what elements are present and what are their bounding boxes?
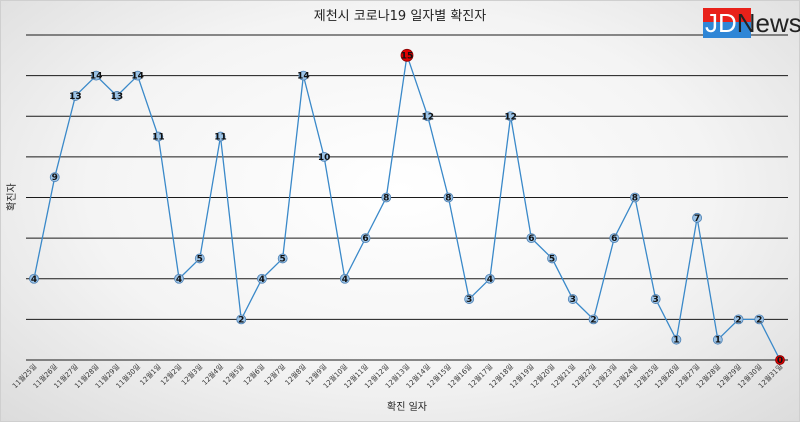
data-point: [319, 151, 330, 162]
data-point: [277, 253, 288, 264]
data-point: [671, 334, 682, 345]
data-label: 6: [528, 234, 534, 244]
data-label: 8: [445, 194, 451, 204]
data-label: 14: [90, 72, 103, 82]
data-label: 3: [653, 295, 659, 305]
data-point: [692, 212, 703, 223]
data-label: 3: [570, 295, 576, 305]
data-point: [754, 314, 765, 325]
data-point: [298, 70, 309, 81]
data-label: 14: [131, 72, 144, 82]
data-point: [111, 91, 122, 101]
data-label: 7: [694, 214, 700, 224]
data-point: [70, 91, 81, 101]
data-label: 8: [632, 194, 638, 204]
data-label: 9: [52, 173, 58, 183]
y-axis-label: 확진자: [6, 183, 18, 211]
data-point: [132, 70, 143, 81]
data-point: [400, 48, 414, 62]
logo-brand: JD: [705, 8, 737, 38]
data-point: [775, 355, 785, 365]
data-point: [29, 273, 39, 284]
data-point: [422, 111, 433, 122]
data-point: [236, 314, 247, 325]
data-point: [381, 192, 392, 203]
data-point: [609, 233, 620, 244]
data-label: 15: [401, 51, 414, 61]
data-label: 0: [777, 356, 783, 366]
data-label: 11: [152, 133, 165, 143]
data-label: 5: [549, 254, 555, 264]
data-point: [360, 233, 371, 244]
data-point: [588, 314, 599, 325]
x-tick-label: 12월1일: [138, 362, 163, 387]
data-label: 8: [383, 194, 389, 204]
data-point: [526, 233, 537, 244]
data-label: 12: [504, 112, 517, 122]
x-tick-label: 12월4일: [200, 362, 225, 387]
series: 4913141314114511245141046815128341265326…: [29, 48, 785, 366]
data-label: 11: [214, 133, 227, 143]
data-label: 4: [259, 275, 265, 285]
data-point: [505, 111, 516, 122]
x-tick-label: 12월7일: [262, 362, 287, 387]
data-label: 2: [238, 315, 244, 325]
data-point: [339, 273, 350, 284]
x-tick-label: 12월6일: [241, 362, 266, 387]
data-label: 1: [673, 336, 679, 346]
data-point: [464, 294, 475, 304]
data-point: [630, 192, 640, 203]
data-label: 13: [69, 92, 82, 102]
data-point: [547, 253, 557, 264]
data-label: 6: [611, 234, 617, 244]
data-label: 6: [362, 234, 368, 244]
data-label: 1: [715, 336, 721, 346]
data-label: 4: [342, 275, 348, 285]
data-label: 2: [756, 315, 762, 325]
x-tick-label: 12월2일: [159, 362, 184, 387]
data-label: 13: [111, 92, 124, 102]
jdnews-logo: JDNews: [703, 8, 800, 42]
data-label: 2: [735, 315, 741, 325]
data-point: [153, 131, 164, 142]
data-label: 14: [297, 72, 310, 82]
data-point: [91, 70, 102, 81]
data-point: [257, 273, 267, 284]
data-point: [49, 172, 60, 183]
chart-title: 제천시 코로나19 일자별 확진자: [314, 9, 486, 24]
data-point: [650, 294, 661, 304]
x-tick-labels: 11월25일11월26일11월27일11월28일11월29일11월30일12월1…: [10, 362, 784, 390]
data-label: 2: [590, 315, 596, 325]
gridlines: [26, 34, 788, 361]
data-point: [215, 131, 226, 142]
data-label: 10: [318, 153, 331, 163]
x-tick-label: 12월5일: [221, 362, 246, 387]
data-label: 4: [31, 275, 37, 285]
data-label: 5: [280, 254, 286, 264]
data-point: [174, 273, 184, 284]
data-label: 4: [487, 275, 493, 285]
data-point: [194, 253, 205, 264]
series-line: [33, 55, 781, 361]
data-point: [712, 334, 723, 345]
data-point: [484, 273, 495, 284]
data-label: 3: [466, 295, 472, 305]
x-axis-label: 확진 일자: [387, 401, 427, 413]
data-point: [443, 192, 454, 203]
x-tick-label: 12월3일: [179, 362, 204, 387]
data-point: [733, 314, 744, 325]
data-point: [567, 294, 578, 304]
data-label: 4: [176, 275, 182, 285]
data-label: 5: [197, 254, 203, 264]
logo-suffix: News: [736, 8, 800, 38]
x-tick-label: 12월8일: [283, 362, 308, 387]
data-label: 12: [421, 112, 434, 122]
